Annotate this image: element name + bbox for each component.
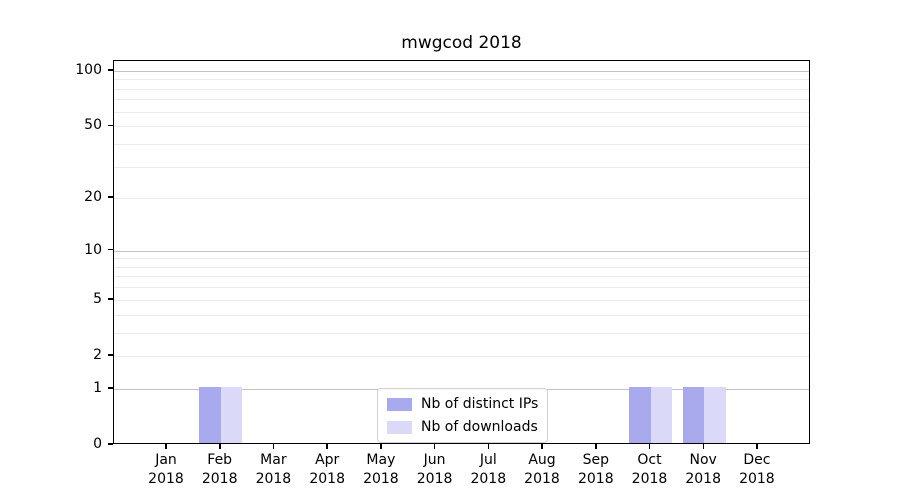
x-tick-label-jan-2018: Jan 2018 bbox=[148, 452, 184, 487]
x-tick-label-aug-2018: Aug 2018 bbox=[524, 452, 560, 487]
gridline-y-8 bbox=[114, 266, 809, 268]
gridline-y-100 bbox=[114, 70, 809, 72]
gridline-y-3 bbox=[114, 332, 809, 334]
legend-swatch-downloads-icon bbox=[387, 420, 412, 434]
y-tick-label-0: 0 bbox=[93, 436, 102, 452]
bar-nb-of-distinct-ips-oct-2018 bbox=[629, 386, 651, 443]
y-tick-label-50: 50 bbox=[84, 117, 102, 134]
y-tick-0 bbox=[108, 443, 113, 445]
x-tick-may-2018 bbox=[380, 444, 382, 449]
x-tick-mar-2018 bbox=[272, 444, 275, 449]
y-tick-100 bbox=[108, 69, 113, 71]
y-tick-5 bbox=[108, 298, 113, 300]
bar-nb-of-distinct-ips-nov-2018 bbox=[682, 386, 705, 443]
x-tick-label-may-2018: May 2018 bbox=[363, 452, 399, 487]
x-tick-oct-2018 bbox=[648, 444, 651, 449]
gridline-y-10 bbox=[114, 250, 809, 252]
plot-area: Nb of distinct IPs Nb of downloads bbox=[113, 60, 810, 444]
gridline-y-6 bbox=[114, 287, 809, 289]
x-tick-sep-2018 bbox=[595, 444, 597, 449]
gridline-y-60 bbox=[114, 111, 809, 113]
bar-nb-of-distinct-ips-feb-2018 bbox=[199, 386, 221, 443]
y-tick-50 bbox=[108, 124, 113, 126]
y-tick-label-100: 100 bbox=[75, 61, 102, 78]
bar-nb-of-downloads-oct-2018 bbox=[650, 386, 672, 443]
x-tick-aug-2018 bbox=[541, 444, 543, 449]
bar-nb-of-downloads-nov-2018 bbox=[704, 386, 726, 443]
y-tick-label-10: 10 bbox=[84, 241, 102, 258]
x-tick-dec-2018 bbox=[756, 444, 758, 449]
y-tick-label-20: 20 bbox=[84, 189, 102, 206]
x-tick-feb-2018 bbox=[219, 444, 221, 449]
x-tick-label-apr-2018: Apr 2018 bbox=[309, 452, 345, 487]
y-tick-label-5: 5 bbox=[93, 290, 102, 307]
gridline-y-50 bbox=[114, 126, 809, 128]
y-tick-label-2: 2 bbox=[93, 346, 102, 363]
gridline-y-80 bbox=[114, 88, 809, 90]
x-tick-apr-2018 bbox=[326, 444, 328, 449]
gridline-y-70 bbox=[114, 99, 809, 101]
gridline-y-7 bbox=[114, 276, 809, 278]
legend-label-distinct-ips: Nb of distinct IPs bbox=[421, 396, 539, 412]
x-tick-label-oct-2018: Oct 2018 bbox=[631, 452, 668, 487]
x-tick-label-mar-2018: Mar 2018 bbox=[255, 452, 292, 487]
y-tick-20 bbox=[108, 196, 113, 198]
y-tick-10 bbox=[108, 248, 113, 251]
bar-nb-of-downloads-feb-2018 bbox=[220, 386, 243, 443]
gridline-y-2 bbox=[114, 355, 809, 357]
gridline-y-90 bbox=[114, 79, 809, 81]
chart-title: mwgcod 2018 bbox=[401, 33, 522, 53]
x-tick-label-dec-2018: Dec 2018 bbox=[739, 452, 775, 487]
y-tick-1 bbox=[108, 387, 113, 389]
x-tick-label-jun-2018: Jun 2018 bbox=[416, 452, 453, 487]
x-tick-jul-2018 bbox=[487, 444, 490, 449]
x-tick-jan-2018 bbox=[165, 444, 167, 449]
legend: Nb of distinct IPs Nb of downloads bbox=[377, 388, 549, 443]
gridline-y-40 bbox=[114, 143, 809, 145]
x-tick-label-jul-2018: Jul 2018 bbox=[470, 452, 507, 487]
x-tick-label-sep-2018: Sep 2018 bbox=[577, 452, 614, 487]
x-tick-nov-2018 bbox=[702, 444, 704, 449]
legend-swatch-distinct-ips-icon bbox=[387, 397, 412, 411]
gridline-y-4 bbox=[114, 314, 809, 316]
gridline-y-20 bbox=[114, 198, 809, 200]
legend-item-downloads: Nb of downloads bbox=[387, 417, 538, 437]
legend-label-downloads: Nb of downloads bbox=[421, 419, 538, 435]
legend-item-distinct-ips: Nb of distinct IPs bbox=[387, 394, 538, 414]
y-tick-2 bbox=[108, 354, 113, 356]
x-tick-label-nov-2018: Nov 2018 bbox=[685, 452, 721, 487]
gridline-y-9 bbox=[114, 258, 809, 260]
x-tick-label-feb-2018: Feb 2018 bbox=[201, 452, 238, 487]
gridline-y-5 bbox=[114, 299, 809, 301]
bars-layer bbox=[114, 61, 809, 443]
y-tick-label-1: 1 bbox=[93, 379, 102, 396]
x-tick-jun-2018 bbox=[433, 444, 436, 449]
gridline-y-30 bbox=[114, 166, 809, 168]
